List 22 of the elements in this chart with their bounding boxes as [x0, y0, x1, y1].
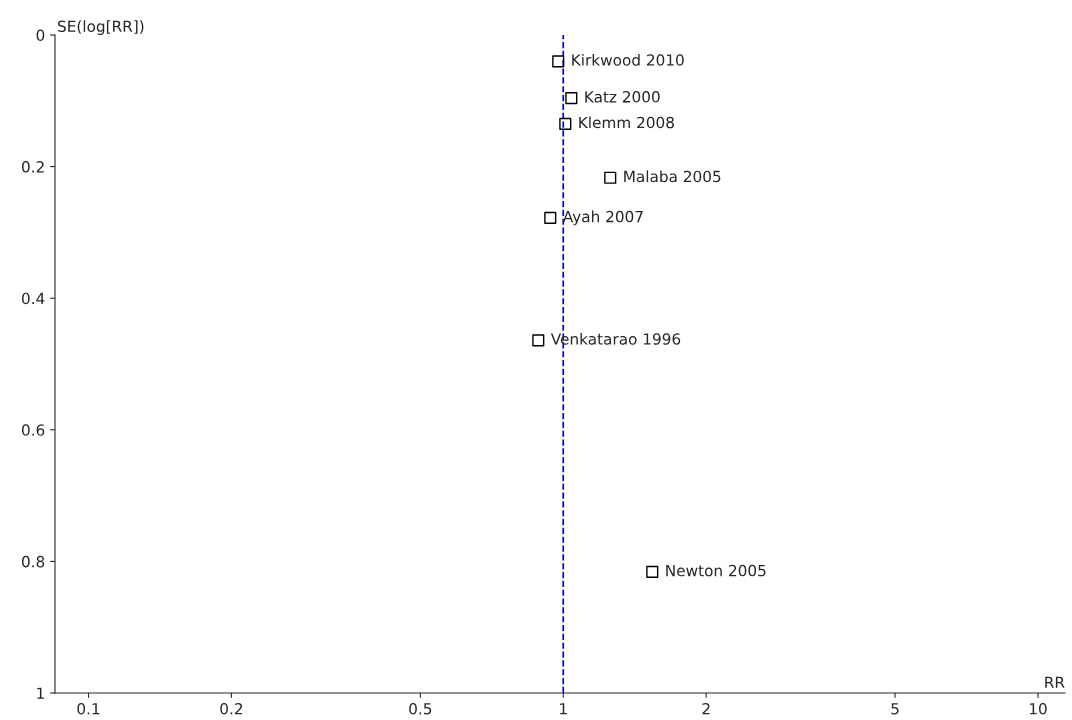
x-tick-label: 5 [891, 703, 899, 715]
y-tick-label: 0.2 [21, 161, 44, 173]
x-tick-label: 2 [702, 702, 710, 715]
y-axis-title: SE(log[RR]) [58, 20, 144, 35]
annotation: Malaba 2005 [624, 170, 721, 183]
y-tick-label: 0 [36, 29, 45, 42]
y-tick-label: 1 [37, 687, 44, 699]
annotation: Klemm 2008 [579, 116, 674, 129]
y-tick-label: 0.4 [21, 292, 45, 305]
x-tick-label: 0.1 [77, 702, 100, 715]
x-tick-label: 10 [1029, 702, 1047, 715]
x-tick-label: 1 [560, 703, 567, 715]
annotation: Newton 2005 [666, 564, 766, 577]
x-tick-label: 0.5 [409, 702, 432, 715]
x-axis-title: RR [1045, 676, 1065, 688]
y-tick-label: 0.6 [21, 424, 45, 436]
x-tick-label: 0.2 [220, 702, 243, 715]
annotation: Venkatarao 1996 [550, 332, 681, 345]
annotation: Ayah 2007 [562, 210, 643, 226]
annotation: Katz 2000 [585, 91, 660, 103]
y-tick-label: 0.8 [21, 555, 45, 568]
annotation: Kirkwood 2010 [572, 53, 684, 66]
